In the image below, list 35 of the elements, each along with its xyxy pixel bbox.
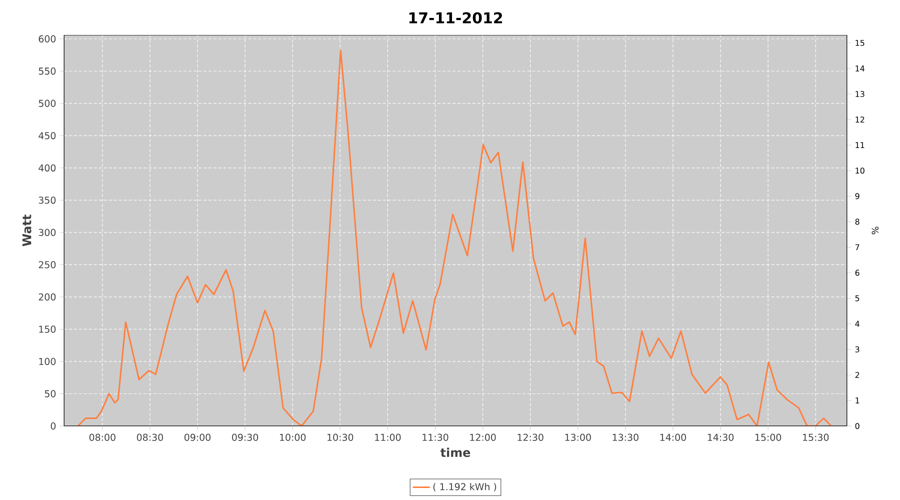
x-axis-title: time (440, 448, 470, 458)
y-tick-label: 350 (38, 196, 56, 204)
y-tick-label: 500 (38, 100, 56, 107)
x-tick-label: 08:00 (89, 434, 116, 441)
chart-title: 17-11-2012 (409, 12, 502, 24)
y-tick-label: 0 (50, 422, 56, 430)
y2-axis-title: % (872, 226, 879, 234)
y-tick-label: 450 (38, 132, 56, 140)
x-tick-label: 15:00 (755, 434, 782, 441)
y-tick-label: 100 (39, 358, 56, 366)
y-tick-label: 200 (38, 293, 56, 301)
x-tick-label: 09:30 (232, 434, 258, 441)
y-tick-label: 600 (38, 35, 56, 42)
y-axis-title: Watt (22, 214, 32, 246)
x-tick-label: 11:00 (375, 434, 401, 441)
x-tick-label: 14:30 (708, 434, 734, 441)
y-tick-label: 550 (38, 68, 56, 75)
x-tick-label: 08:30 (136, 434, 163, 441)
y-tick-label: 150 (39, 326, 56, 333)
y-tick-label: 250 (38, 261, 56, 268)
x-tick-label: 12:00 (470, 434, 496, 441)
legend-label: ( 1.192 kWh ) (433, 482, 496, 492)
x-tick-label: 14:00 (660, 434, 686, 441)
x-tick-label: 10:00 (280, 434, 306, 441)
y-tick-label: 300 (38, 228, 56, 236)
x-tick-label: 10:30 (328, 434, 354, 441)
x-tick-label: 13:00 (565, 434, 591, 441)
x-tick-label: 11:30 (422, 434, 448, 441)
x-tick-label: 09:00 (184, 434, 211, 441)
y-tick-label: 50 (44, 390, 56, 398)
y-tick-label: 400 (38, 164, 56, 172)
x-tick-label: 15:30 (803, 434, 829, 441)
x-tick-label: 12:30 (518, 434, 544, 441)
line-series (77, 50, 832, 426)
x-tick-label: 13:30 (612, 434, 638, 441)
